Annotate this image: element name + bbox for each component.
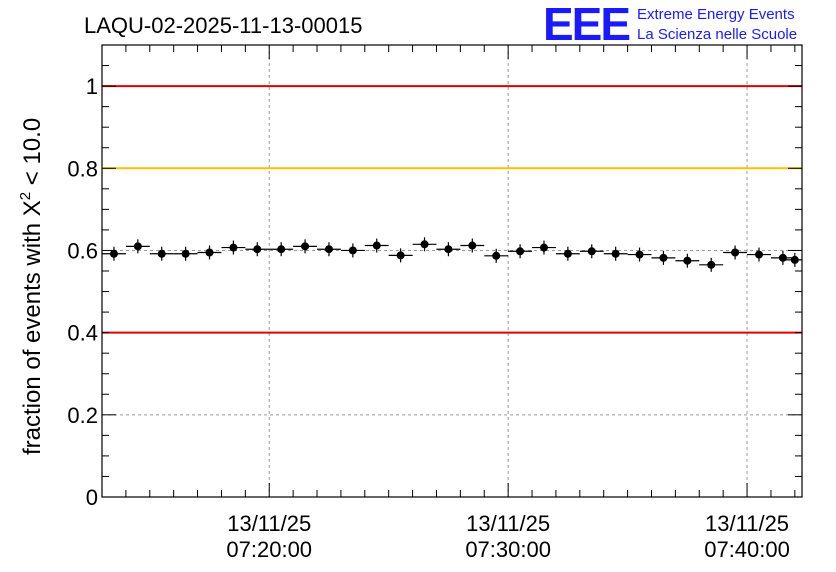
data-point-29 bbox=[782, 252, 802, 267]
data-marker bbox=[277, 245, 286, 254]
data-point-10 bbox=[340, 243, 365, 258]
y-tick-label-0: 0 bbox=[86, 485, 98, 510]
data-point-23 bbox=[651, 250, 676, 265]
reference-lines bbox=[102, 85, 802, 334]
data-point-6 bbox=[245, 242, 270, 257]
data-marker bbox=[778, 253, 787, 262]
data-point-2 bbox=[149, 246, 174, 261]
data-point-22 bbox=[627, 247, 652, 262]
data-marker bbox=[468, 241, 477, 250]
eee-logo: EEE Extreme Energy Events La Scienza nel… bbox=[543, 0, 797, 50]
data-point-25 bbox=[699, 257, 724, 272]
data-marker bbox=[181, 249, 190, 258]
y-axis-title-prefix: fraction of events with bbox=[19, 216, 46, 455]
data-point-18 bbox=[532, 240, 556, 255]
data-marker bbox=[659, 253, 668, 262]
y-tick-label-1: 0.2 bbox=[67, 403, 98, 428]
data-point-24 bbox=[675, 253, 700, 268]
y-axis-title: fraction of events with X2 < 10.0 bbox=[17, 118, 46, 455]
data-point-9 bbox=[317, 242, 341, 257]
data-point-14 bbox=[436, 242, 461, 257]
data-marker bbox=[229, 243, 238, 252]
data-marker bbox=[420, 240, 429, 249]
data-point-27 bbox=[747, 247, 771, 262]
data-marker bbox=[205, 248, 214, 257]
y-tick-label-2: 0.4 bbox=[67, 321, 98, 346]
data-point-16 bbox=[484, 248, 509, 263]
plot-border bbox=[101, 44, 803, 498]
data-marker bbox=[157, 249, 166, 258]
chart-title: LAQU-02-2025-11-13-00015 bbox=[84, 13, 362, 38]
data-point-20 bbox=[579, 244, 604, 259]
data-marker bbox=[253, 245, 262, 254]
data-point-11 bbox=[364, 238, 389, 253]
x-tick-date-0: 13/11/25 bbox=[227, 511, 311, 536]
x-tick-labels: 13/11/2507:20:0013/11/2507:30:0013/11/25… bbox=[226, 511, 789, 562]
x-tick-time-1: 07:30:00 bbox=[465, 537, 551, 562]
data-point-21 bbox=[603, 246, 628, 261]
data-marker bbox=[109, 249, 118, 258]
data-point-1 bbox=[125, 239, 150, 254]
data-marker bbox=[754, 250, 763, 259]
eee-logo-line2: La Scienza nelle Scuole bbox=[637, 26, 797, 43]
y-tick-label-3: 0.6 bbox=[67, 238, 98, 263]
y-axis-title-superscript: 2 bbox=[17, 192, 34, 200]
y-tick-label-4: 0.8 bbox=[67, 156, 98, 181]
data-point-13 bbox=[412, 237, 437, 252]
data-point-7 bbox=[269, 242, 294, 257]
eee-logo-line1: Extreme Energy Events bbox=[637, 6, 795, 23]
data-marker bbox=[611, 249, 620, 258]
data-marker bbox=[396, 251, 405, 260]
x-tick-time-2: 07:40:00 bbox=[704, 537, 790, 562]
data-marker bbox=[731, 248, 740, 257]
y-tick-labels: 0 0.2 0.4 0.6 0.8 1 bbox=[67, 74, 98, 510]
data-point-17 bbox=[508, 244, 533, 259]
plot-frame bbox=[101, 44, 803, 498]
data-marker bbox=[324, 245, 333, 254]
data-marker bbox=[348, 246, 357, 255]
data-point-26 bbox=[723, 245, 748, 260]
y-tick-label-5: 1 bbox=[86, 74, 98, 99]
data-point-3 bbox=[173, 246, 198, 261]
data-marker bbox=[707, 260, 716, 269]
data-marker bbox=[563, 249, 572, 258]
data-marker bbox=[539, 243, 548, 252]
data-point-19 bbox=[555, 246, 580, 261]
data-point-5 bbox=[221, 240, 246, 255]
data-marker bbox=[444, 245, 453, 254]
data-point-28 bbox=[770, 250, 795, 265]
data-point-4 bbox=[197, 245, 222, 260]
data-point-8 bbox=[293, 239, 318, 254]
data-marker bbox=[635, 250, 644, 259]
y-axis-title-suffix: < 10.0 bbox=[19, 118, 46, 192]
data-marker bbox=[790, 255, 799, 264]
data-marker bbox=[492, 251, 501, 260]
x-tick-date-2: 13/11/25 bbox=[705, 511, 789, 536]
x-tick-time-0: 07:20:00 bbox=[226, 537, 312, 562]
data-marker bbox=[372, 241, 381, 250]
grid-layer bbox=[102, 45, 802, 498]
data-point-15 bbox=[460, 238, 485, 253]
x-tick-date-1: 13/11/25 bbox=[466, 511, 550, 536]
data-point-12 bbox=[388, 248, 413, 263]
y-axis-title-symbol: X bbox=[19, 200, 46, 216]
data-point-0 bbox=[102, 246, 126, 261]
data-marker bbox=[683, 256, 692, 265]
data-marker bbox=[133, 242, 142, 251]
data-marker bbox=[587, 247, 596, 256]
data-marker bbox=[516, 247, 525, 256]
eee-logo-mark: EEE bbox=[543, 0, 629, 50]
data-points bbox=[102, 237, 802, 272]
data-marker bbox=[301, 242, 310, 251]
